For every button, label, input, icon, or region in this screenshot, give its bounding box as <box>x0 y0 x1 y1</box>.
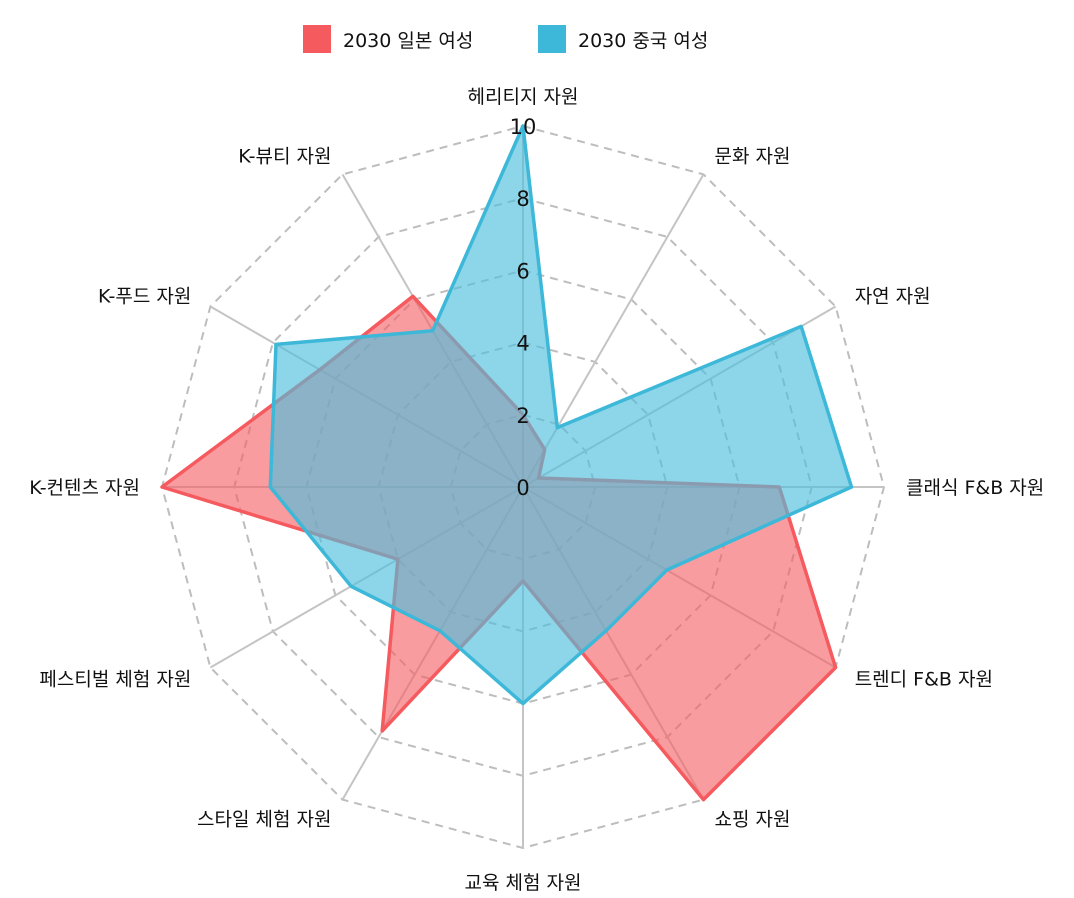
tick-label-6: 6 <box>516 259 529 283</box>
legend-swatch-china <box>538 25 566 53</box>
series-1-area[interactable] <box>268 124 854 706</box>
axis-label-1: 문화 자원 <box>715 145 791 167</box>
tick-label-4: 4 <box>516 332 529 356</box>
radar-series <box>160 124 854 802</box>
axis-label-11: K-뷰티 자원 <box>238 145 331 167</box>
legend: 2030 일본 여성 2030 중국 여성 <box>303 25 708 53</box>
axis-label-2: 자연 자원 <box>855 286 931 308</box>
legend-item-japan[interactable]: 2030 일본 여성 <box>303 25 473 53</box>
tick-label-8: 8 <box>516 187 529 211</box>
axis-label-5: 쇼핑 자원 <box>715 809 791 831</box>
axis-label-7: 스타일 체험 자원 <box>197 809 331 831</box>
axis-label-3: 클래식 F&B 자원 <box>906 477 1044 499</box>
axis-label-6: 교육 체험 자원 <box>465 872 582 894</box>
tick-label-0: 0 <box>516 476 529 500</box>
axis-label-9: K-컨텐츠 자원 <box>29 477 140 499</box>
tick-label-2: 2 <box>516 404 529 428</box>
axis-label-8: 페스티벌 체험 자원 <box>39 669 191 691</box>
legend-label-china: 2030 중국 여성 <box>578 30 708 52</box>
legend-swatch-japan <box>303 25 331 53</box>
axis-label-0: 헤리티지 자원 <box>468 86 579 108</box>
axis-label-4: 트렌디 F&B 자원 <box>855 669 993 691</box>
radial-tick-labels: 0 2 4 6 8 10 <box>510 115 537 500</box>
tick-label-10: 10 <box>510 115 537 139</box>
legend-item-china[interactable]: 2030 중국 여성 <box>538 25 708 53</box>
axis-label-10: K-푸드 자원 <box>98 286 191 308</box>
legend-label-japan: 2030 일본 여성 <box>343 30 473 52</box>
